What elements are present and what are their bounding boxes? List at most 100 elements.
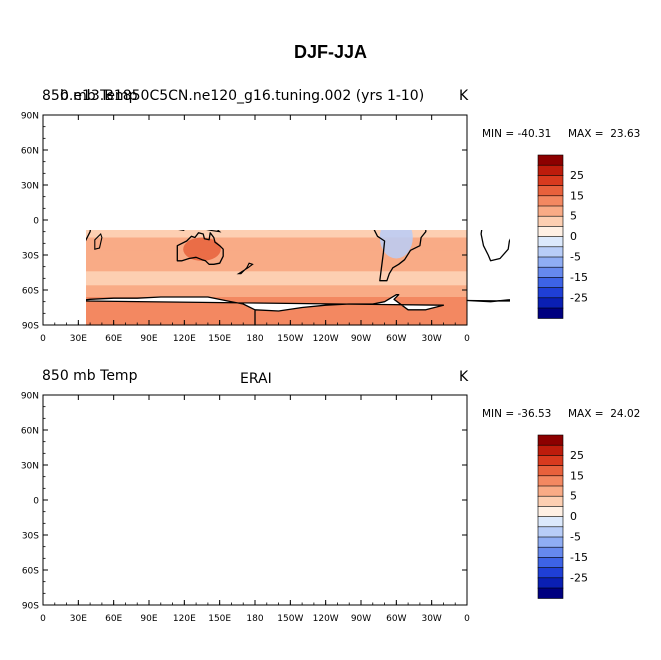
panel2-anomaly-1	[128, 416, 194, 449]
panel2-anomaly-7	[380, 497, 413, 539]
panel2-coast-antarctica	[0, 575, 19, 605]
panel2-ytick-label: 60S	[22, 567, 39, 577]
panel1-mask-tibet	[126, 173, 178, 187]
panel2-colorbar-label: -15	[570, 551, 588, 564]
panel1-coast-eurasia	[467, 130, 661, 219]
panel2-colorbar-box	[537, 434, 564, 446]
panel2-band-12	[43, 565, 467, 575]
panel1-colorbar-box	[537, 307, 564, 319]
panel1-xtick-label: 90W	[351, 334, 371, 344]
panel1-coast-greenland	[0, 123, 22, 150]
panel2-colorbar-label: 25	[570, 449, 584, 462]
panel2-anomaly-2	[314, 414, 385, 451]
panel2-colorbar-label: -5	[570, 531, 581, 544]
panel2-colorbar-box	[537, 587, 564, 599]
panel2-band-11	[43, 554, 467, 566]
panel1-xtick-label: 30E	[70, 334, 87, 344]
panel2-ytick-label: 90N	[21, 392, 39, 402]
panel2-colorbar-label: 5	[570, 490, 577, 503]
panel1-map: 0 30E 60E 90E 120E 150E 180 150W 120W 90W 60W 30W 09…	[0, 112, 661, 344]
panel1-anomaly-1	[128, 136, 194, 169]
panel1-colorbar-label: -5	[570, 251, 581, 264]
panel2-coast-australia	[601, 513, 647, 545]
panel1-coast-africa	[480, 230, 510, 262]
panel2-coast-island	[95, 514, 102, 529]
panel1-band-3	[43, 176, 467, 191]
panel2-anomaly-4	[50, 490, 83, 523]
panel2-anomaly-9	[121, 462, 154, 481]
panel2-colorbar-box	[537, 495, 564, 508]
panel1-coast-island	[171, 212, 183, 224]
panel1-ytick-label: 60S	[22, 287, 39, 297]
panel1-coast-eurasia	[0, 130, 42, 219]
panel2-colorbar-label: -25	[570, 571, 588, 584]
panel2-coast-island	[184, 479, 191, 491]
panel2-xtick-label: 30E	[70, 614, 87, 624]
panel2-coast-island	[167, 507, 185, 511]
panel1-ytick-label: 0	[33, 217, 39, 227]
panel2-xtick-label: 60W	[386, 614, 406, 624]
panel1-band-8	[86, 230, 467, 239]
panel2-xtick-label: 60E	[105, 614, 122, 624]
panel2-colorbar-label: 15	[570, 469, 584, 482]
panel1-anomaly-6	[183, 237, 221, 261]
panel1-anomaly-2	[314, 134, 385, 171]
panel1-xtick-label: 120W	[313, 334, 339, 344]
panel2-coast-island	[239, 543, 253, 554]
panel2-band-4	[43, 470, 467, 481]
panel1-xtick-label: 60E	[105, 334, 122, 344]
panel1-band-4	[43, 190, 467, 201]
panel1-colorbar-box	[537, 236, 564, 248]
panel2-coast-island	[171, 492, 183, 504]
panel1-xtick-label: 90E	[140, 334, 157, 344]
panel1-colorbar-box	[537, 277, 564, 289]
panel1-anomaly-9	[121, 182, 154, 201]
panel2-xtick-label: 30W	[421, 614, 441, 624]
panel2-anomaly-5	[58, 520, 86, 539]
panel2-band-2	[43, 439, 467, 456]
panel2-max-label: MAX = 24.02	[568, 408, 641, 420]
panel2-coast-island	[367, 473, 380, 477]
panel1-ytick-label: 90S	[22, 322, 39, 332]
panel1-ytick-label: 60N	[21, 147, 39, 157]
panel1-coast-south-america	[0, 207, 2, 281]
panel2-coast-north-america	[270, 416, 400, 491]
panel2-coast-eurasia	[467, 410, 661, 499]
panel1-colorbar-box	[537, 266, 564, 279]
panel2-colorbar-box	[537, 475, 564, 487]
panel1-coast-island	[236, 262, 254, 275]
panel1-center-label: b.e13.B1850C5CN.ne120_g16.tuning.002 (yr…	[60, 88, 425, 104]
panel2-xtick-label: 90W	[351, 614, 371, 624]
panel1-coast-australia	[176, 232, 224, 265]
panel1-mask-greenland	[381, 123, 446, 150]
panel2-colorbar-box	[537, 465, 564, 477]
panel2-coast-antarctica	[43, 575, 443, 605]
panel1-coast-island	[155, 214, 168, 227]
panel2-colorbar-box	[537, 526, 564, 538]
panel2-xtick-label: 0	[40, 614, 46, 624]
panel1-colorbar-box	[537, 246, 564, 258]
panel1-coast-island	[206, 230, 222, 233]
figure-title: DJF-JJA	[293, 42, 368, 62]
panel1-coast-antarctica	[86, 294, 445, 326]
panel1-xtick-label: 180	[246, 334, 263, 344]
panel1-xtick-label: 150W	[277, 334, 303, 344]
panel1-coast-island	[178, 230, 185, 232]
panel2-coast-africa	[471, 457, 661, 541]
panel1-coast-island	[196, 168, 210, 184]
panel2-colorbar-box	[537, 557, 564, 569]
panel2-ytick-label: 30S	[22, 532, 39, 542]
panel2-min-label: MIN = -36.53	[482, 408, 552, 420]
panel1-coast-island	[367, 193, 380, 197]
panel2-band-1	[43, 414, 467, 440]
panel2-left-label: 850 mb Temp	[42, 368, 138, 384]
panel1-colorbar-box	[537, 215, 564, 227]
panel1-units-label: K	[459, 88, 469, 104]
panel2-center-label: ERAI	[240, 371, 272, 387]
panel2-frame	[42, 394, 468, 606]
panel2-colorbar-box	[537, 455, 564, 467]
panel2-colorbar-box	[537, 485, 564, 497]
panel1-mask-rockies	[328, 156, 342, 179]
panel1-coast-island	[355, 135, 385, 146]
